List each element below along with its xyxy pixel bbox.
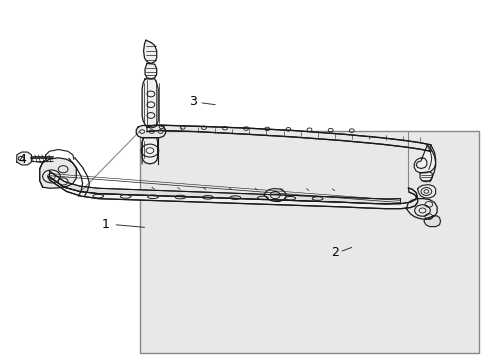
Polygon shape	[419, 172, 431, 182]
Polygon shape	[406, 199, 436, 220]
Polygon shape	[417, 185, 435, 198]
Polygon shape	[143, 40, 157, 63]
Bar	[140, 131, 478, 353]
Polygon shape	[142, 79, 158, 128]
Polygon shape	[136, 126, 165, 138]
Text: 2: 2	[330, 246, 338, 259]
Text: 4: 4	[19, 153, 26, 166]
Polygon shape	[48, 176, 417, 209]
Polygon shape	[40, 158, 76, 188]
Polygon shape	[264, 189, 285, 202]
Polygon shape	[49, 171, 400, 204]
Polygon shape	[145, 63, 157, 79]
Polygon shape	[413, 145, 435, 173]
Text: 1: 1	[102, 218, 109, 231]
Text: 3: 3	[189, 95, 197, 108]
Polygon shape	[147, 125, 430, 151]
Polygon shape	[17, 152, 31, 165]
Polygon shape	[423, 216, 440, 226]
Polygon shape	[142, 138, 158, 164]
